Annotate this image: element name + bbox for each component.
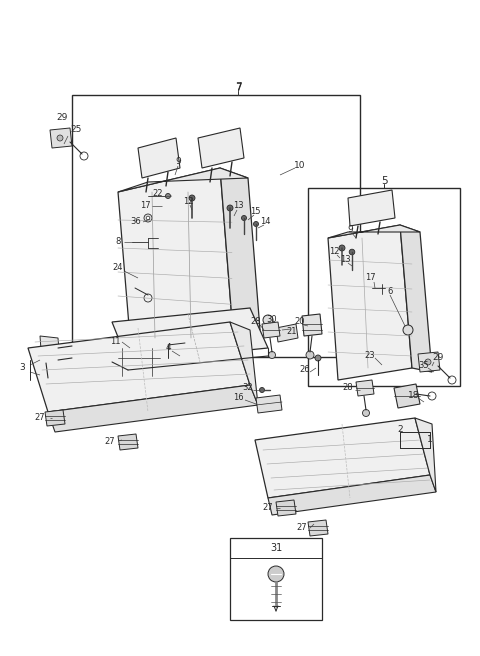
Polygon shape: [328, 225, 420, 238]
Text: 27: 27: [297, 523, 307, 533]
Polygon shape: [262, 322, 280, 338]
Circle shape: [57, 135, 63, 141]
Circle shape: [425, 359, 431, 365]
Polygon shape: [220, 168, 260, 330]
Text: 20: 20: [295, 318, 305, 327]
Circle shape: [260, 388, 264, 392]
Circle shape: [144, 214, 152, 222]
Polygon shape: [50, 128, 72, 148]
Text: 3: 3: [19, 363, 25, 373]
Polygon shape: [256, 395, 282, 413]
Circle shape: [189, 195, 195, 201]
Text: 4: 4: [165, 344, 171, 352]
Polygon shape: [118, 434, 138, 450]
Text: 7: 7: [235, 83, 241, 93]
Circle shape: [63, 349, 69, 355]
Polygon shape: [302, 314, 322, 336]
Circle shape: [339, 245, 345, 251]
Polygon shape: [308, 520, 328, 536]
Circle shape: [253, 222, 259, 226]
Circle shape: [146, 216, 150, 220]
Text: 25: 25: [70, 125, 82, 134]
Polygon shape: [276, 324, 298, 342]
Text: 27: 27: [105, 438, 115, 447]
Polygon shape: [198, 128, 244, 168]
Polygon shape: [356, 380, 374, 396]
Text: 8: 8: [115, 237, 120, 247]
Circle shape: [349, 249, 355, 255]
Text: 27: 27: [35, 413, 45, 422]
Text: 10: 10: [294, 161, 306, 169]
Text: 21: 21: [287, 327, 297, 337]
Circle shape: [263, 315, 273, 325]
Circle shape: [227, 205, 233, 211]
Text: 24: 24: [113, 264, 123, 272]
Polygon shape: [230, 322, 258, 405]
Polygon shape: [118, 168, 248, 192]
Polygon shape: [400, 225, 432, 372]
Polygon shape: [28, 322, 250, 412]
Circle shape: [306, 351, 314, 359]
Text: 1: 1: [427, 436, 433, 445]
Polygon shape: [276, 500, 296, 516]
Circle shape: [241, 216, 247, 220]
Text: 35: 35: [419, 361, 429, 369]
Polygon shape: [138, 138, 180, 178]
Text: 31: 31: [270, 543, 282, 553]
Text: 15: 15: [250, 207, 260, 216]
Polygon shape: [48, 385, 258, 432]
Polygon shape: [112, 308, 268, 362]
Polygon shape: [328, 225, 412, 380]
Text: 16: 16: [233, 394, 243, 403]
Polygon shape: [268, 475, 436, 515]
Text: 26: 26: [300, 365, 310, 375]
Circle shape: [268, 566, 284, 582]
Polygon shape: [348, 190, 395, 226]
Text: 9: 9: [175, 157, 181, 167]
Text: 2: 2: [397, 426, 403, 434]
Bar: [308, 188, 460, 386]
Polygon shape: [415, 418, 436, 492]
Bar: [72, 95, 360, 357]
Text: 11: 11: [110, 337, 120, 346]
Circle shape: [362, 409, 370, 417]
Polygon shape: [418, 352, 440, 372]
Polygon shape: [255, 418, 430, 498]
Polygon shape: [40, 336, 60, 363]
Text: 29: 29: [432, 354, 444, 363]
Polygon shape: [45, 410, 65, 426]
Text: 12: 12: [329, 247, 339, 256]
Text: 22: 22: [153, 190, 163, 199]
Text: 12: 12: [183, 197, 193, 207]
Text: 30: 30: [267, 316, 277, 325]
Text: 28: 28: [251, 318, 261, 327]
Text: 13: 13: [340, 255, 350, 264]
Text: 6: 6: [387, 287, 393, 297]
Bar: [118, 348, 160, 376]
Text: 7: 7: [235, 82, 241, 92]
Text: 18: 18: [408, 390, 420, 400]
Text: 5: 5: [381, 176, 387, 186]
Polygon shape: [118, 168, 232, 338]
Text: 28: 28: [343, 384, 353, 392]
Bar: [230, 538, 322, 620]
Text: 23: 23: [365, 350, 375, 359]
Text: 17: 17: [140, 201, 150, 211]
Circle shape: [315, 355, 321, 361]
Text: 27: 27: [263, 504, 273, 512]
Text: 36: 36: [131, 218, 142, 226]
Text: 32: 32: [243, 384, 253, 392]
Polygon shape: [394, 384, 420, 408]
Text: 17: 17: [365, 274, 375, 283]
Text: 14: 14: [260, 218, 270, 226]
Text: 9: 9: [347, 226, 353, 234]
Circle shape: [166, 194, 170, 199]
Circle shape: [403, 325, 413, 335]
Circle shape: [268, 352, 276, 358]
Text: 29: 29: [56, 113, 68, 123]
Text: 13: 13: [233, 201, 243, 211]
